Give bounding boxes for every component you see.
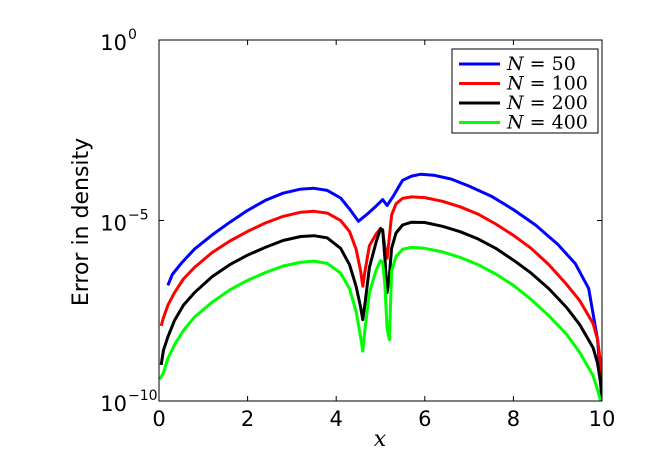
legend-label-50: N = 50	[506, 53, 576, 75]
x-tick-label: 0	[152, 407, 165, 431]
series-line-200	[159, 220, 602, 401]
y-tick-label: 10 −5	[100, 208, 148, 236]
legend-label-100: N = 100	[506, 73, 588, 95]
y-tick-base: 10	[100, 212, 127, 236]
legend-label-200: N = 200	[506, 92, 588, 114]
y-tick-base: 10	[100, 392, 127, 416]
y-tick-exponent: −10	[128, 388, 158, 404]
x-axis-ticks: 0 2 4 6 8 10	[152, 40, 615, 431]
y-tick-exponent: 0	[128, 27, 137, 43]
series-line-50	[166, 172, 602, 401]
x-tick-label: 10	[589, 407, 616, 431]
x-tick-label: 8	[507, 407, 520, 431]
x-tick-label: 6	[418, 407, 431, 431]
legend-label-400: N = 400	[506, 112, 588, 134]
y-tick-label: 10 0	[100, 27, 137, 55]
y-tick-base: 10	[100, 31, 127, 55]
y-axis-label: Error in density	[69, 138, 94, 306]
x-axis-label: x	[374, 427, 387, 452]
x-tick-label: 4	[330, 407, 343, 431]
series-lines	[159, 172, 602, 401]
x-tick-label: 2	[241, 407, 254, 431]
series-line-400	[159, 245, 602, 401]
y-tick-label: 10 −10	[100, 388, 157, 416]
y-tick-exponent: −5	[128, 208, 149, 224]
